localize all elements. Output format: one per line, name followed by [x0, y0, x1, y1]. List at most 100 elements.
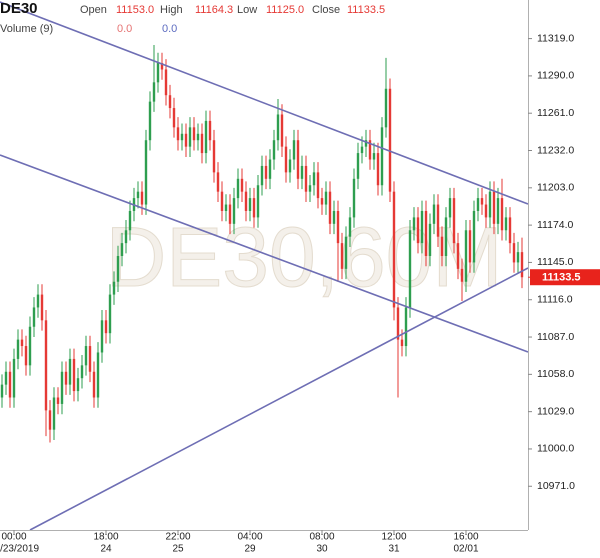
x-tick-label: 00:00 [1, 532, 26, 543]
candle-body [504, 217, 508, 231]
candle-body [308, 185, 312, 192]
candle-body [0, 384, 4, 398]
y-tick-label: 11174.0 [537, 219, 574, 231]
candle-body [312, 172, 316, 186]
trend-lines [0, 1, 529, 531]
candle-body [124, 230, 128, 244]
candle-body [184, 133, 188, 147]
candle-body [12, 358, 16, 398]
candle-body [172, 108, 176, 128]
candle-body [208, 120, 212, 141]
x-tick-label: 16:00 [453, 532, 478, 543]
candle-body [248, 198, 252, 211]
info-label: Close [312, 4, 340, 16]
candle-body [448, 198, 452, 218]
candle-body [424, 210, 428, 256]
candle-body [400, 339, 404, 347]
candle-body [224, 204, 228, 211]
info-label: Open [80, 4, 107, 16]
candle-body [56, 397, 60, 404]
candle-body [412, 217, 416, 231]
candle-body [268, 159, 272, 179]
candle-body [432, 204, 436, 224]
candle-body [204, 120, 208, 154]
candle-body [68, 358, 72, 385]
candle-body [304, 165, 308, 192]
candle-body [196, 133, 200, 141]
x-tick-label: 12:00 [381, 532, 406, 543]
y-tick-label: 11261.0 [537, 107, 574, 119]
candle-body [192, 127, 196, 141]
y-tick-label: 11116.0 [537, 294, 573, 306]
candle-body [472, 210, 476, 263]
candle-body [516, 252, 520, 263]
candle-body [180, 133, 184, 141]
candle-body [176, 127, 180, 141]
x-tick-label: 04:00 [237, 532, 262, 543]
candle-body [236, 178, 240, 199]
info-value: 11153.0 [116, 4, 154, 16]
candle-body [460, 268, 464, 282]
candle-body [120, 243, 124, 256]
candle-body [240, 178, 244, 192]
candle-body [392, 191, 396, 308]
y-tick-label: 11203.0 [537, 182, 574, 194]
candle-body [220, 191, 224, 211]
last-price-label: 11133.5 [542, 272, 581, 284]
candle-body [60, 371, 64, 404]
candle-body [72, 358, 76, 392]
candle-body [76, 378, 80, 392]
trend-line [0, 154, 529, 353]
candle-body [364, 140, 368, 147]
y-tick-label: 11000.0 [537, 443, 574, 455]
info-label: Low [237, 4, 257, 16]
candle-body [112, 281, 116, 295]
y-tick-label: 11087.0 [537, 331, 574, 343]
candle-body [328, 191, 332, 224]
x-tick-label: 22:00 [165, 532, 190, 543]
candle-body [520, 252, 524, 278]
x-date-label: 30 [316, 544, 328, 555]
candle-body [440, 236, 444, 256]
candle-body [272, 140, 276, 160]
y-tick-label: 11145.0 [537, 256, 574, 268]
candle-body [252, 198, 256, 218]
y-tick-label: 11319.0 [537, 32, 574, 44]
y-tick-label: 11029.0 [537, 405, 574, 417]
candle-body [232, 198, 236, 224]
candle-body [100, 320, 104, 353]
candle-body [372, 153, 376, 160]
candle-body [8, 371, 12, 398]
candle-body [128, 210, 132, 231]
x-date-label: 24 [100, 544, 112, 555]
candle-body [452, 198, 456, 244]
candle-body [260, 165, 264, 186]
candle-body [488, 191, 492, 218]
x-date-label: 02/01 [453, 544, 478, 555]
candle-body [480, 198, 484, 205]
candle-body [464, 230, 468, 282]
candle-body [212, 140, 216, 173]
candle-body [80, 365, 84, 379]
y-tick-label: 11058.0 [537, 368, 574, 380]
candle-body [436, 204, 440, 237]
candle-body [84, 346, 88, 366]
candle-body [320, 198, 324, 205]
candle-body [288, 159, 292, 173]
candle-body [116, 255, 120, 282]
candle-body [228, 204, 232, 224]
candle-body [344, 236, 348, 269]
y-tick-label: 11232.0 [537, 144, 574, 156]
candle-body [32, 307, 36, 327]
candle-body [104, 320, 108, 334]
x-date-label: 01/23/2019 [0, 544, 39, 555]
trend-line [0, 1, 529, 205]
candle-body [20, 339, 24, 347]
x-date-label: 29 [244, 544, 256, 555]
candle-body [16, 339, 20, 359]
candle-body [148, 101, 152, 141]
candle-body [496, 198, 500, 224]
info-value: 11133.5 [347, 4, 385, 16]
candle-body [36, 294, 40, 308]
